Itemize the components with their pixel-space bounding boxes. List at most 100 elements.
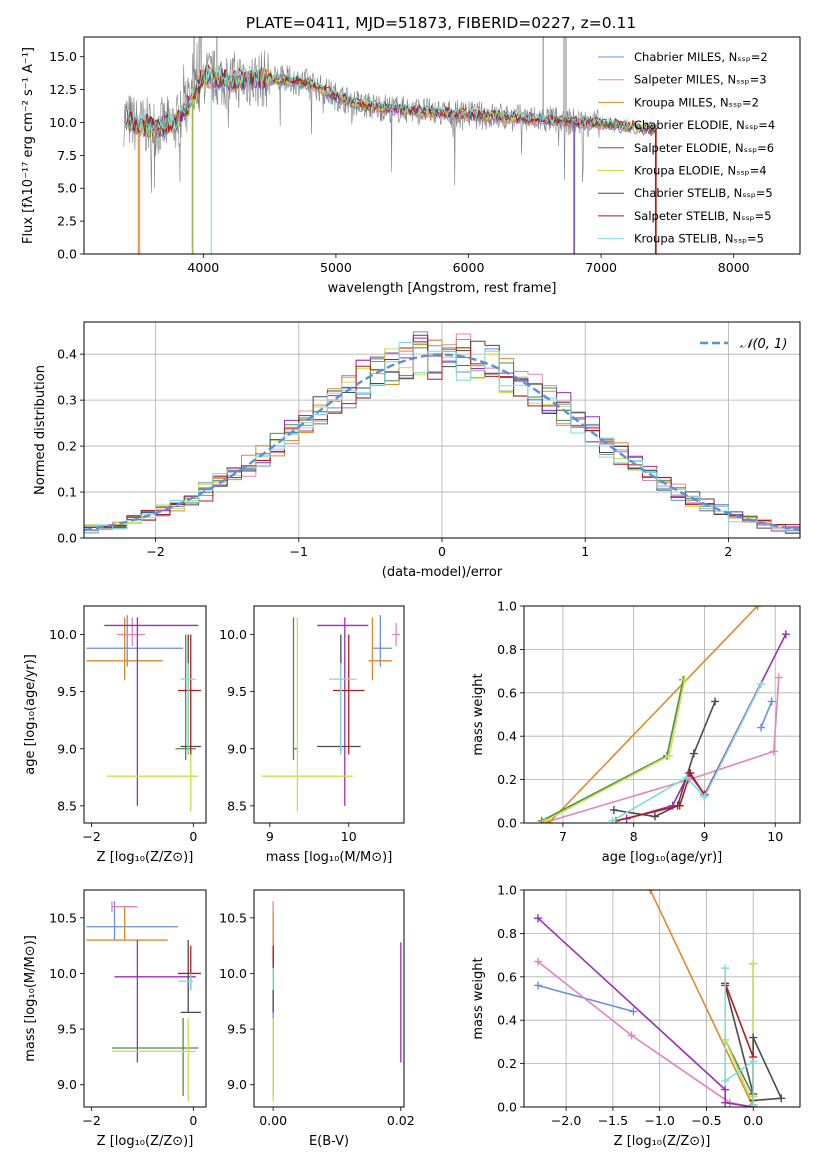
- weight-marker-kroupa_elodie: [680, 675, 689, 684]
- y-tick-label: 0.6: [497, 685, 517, 700]
- weight-line-kroupa_miles: [548, 606, 759, 823]
- weight-marker-kroupa_elodie: [665, 751, 674, 760]
- weight-line-kroupa_elodie: [724, 963, 754, 1106]
- x-tick-label: 2: [724, 544, 732, 559]
- plot-area-mass_vs_Z: [86, 901, 201, 1102]
- y-tick-label: 9.0: [227, 741, 247, 756]
- errorbar-point-chabrier_stelib: [317, 634, 361, 755]
- weight-marker-chabrier_stelib: [749, 1033, 758, 1042]
- weight-line-kroupa_miles: [649, 890, 754, 1107]
- y-tick-label: 0.0: [497, 1100, 517, 1115]
- y-tick-label: 2.5: [57, 214, 77, 229]
- errorbar-point-salpeter_elodie: [104, 617, 199, 806]
- plot-area-weight_vs_age: [537, 606, 790, 823]
- legend-label-chabrier_elodie: Chabrier ELODIE, Nₛₛₚ=4: [634, 118, 775, 132]
- x-tick-label: 10: [767, 829, 783, 844]
- x-tick-label: −2: [82, 1113, 100, 1128]
- weight-marker-kroupa_stelib: [700, 792, 709, 801]
- panel-mass_vs_Z: −2 0 9.0 9.5 10.0 10.5 Z [log₁₀(Z/Z⊙)] mass [lo…: [23, 889, 207, 1149]
- weight-marker-kroupa_miles: [753, 606, 762, 610]
- weight-marker-salpeter_stelib: [686, 769, 695, 778]
- legend-label-salpeter_miles: Salpeter MILES, Nₛₛₚ=3: [634, 73, 767, 87]
- y-tick-label: 10.0: [49, 627, 77, 642]
- x-tick-label: 9: [700, 829, 708, 844]
- axes-frame: [83, 605, 207, 824]
- y-tick-label: 0.2: [57, 439, 77, 454]
- y-tick-label: 0.2: [497, 772, 517, 787]
- weight-marker-kroupa_elodie: [541, 816, 550, 823]
- weight-marker-salpeter_miles: [774, 673, 783, 682]
- weight-marker-kroupa_stelib: [608, 816, 617, 823]
- plot-area-age_vs_mass: [261, 615, 401, 812]
- x-tick-label: 8: [630, 829, 638, 844]
- weight-marker-kroupa_miles: [646, 890, 655, 894]
- x-tick-label: 8000: [718, 260, 750, 275]
- errorbar-point-kroupa_stelib: [178, 973, 194, 991]
- x-axis-label: Z [log₁₀(Z/Z⊙)]: [614, 1134, 711, 1149]
- errorbar-point-chabrier_miles: [372, 615, 393, 667]
- y-tick-label: 0.0: [497, 816, 517, 831]
- x-tick-label: 0.02: [387, 1113, 415, 1128]
- y-tick-label: 9.0: [57, 741, 77, 756]
- y-tick-label: 10.0: [219, 627, 247, 642]
- figure-title: PLATE=0411, MJD=51873, FIBERID=0227, z=0…: [246, 14, 636, 32]
- panel-residuals: −2 −1 0 1 2 0.0 0.1 0.2 0.3 0.4 (data-model)/error…: [33, 321, 801, 580]
- legend-label-kroupa_elodie: Kroupa ELODIE, Nₛₛₚ=4: [634, 164, 767, 178]
- panel-weight_vs_Z: −2.0 −1.5 −1.0 −0.5 0.0 0.0 0.2 0.4 0.6 0.8 1.0 Z […: [471, 883, 801, 1149]
- y-tick-label: 9.5: [57, 1022, 77, 1037]
- weight-marker-chabrier_miles: [629, 1007, 638, 1016]
- y-tick-label: 0.4: [57, 347, 77, 362]
- y-tick-label: 0.3: [57, 393, 77, 408]
- errorbar-point-salpeter_elodie: [317, 617, 369, 806]
- errorbar-point-chabrier_stelib: [180, 940, 201, 1014]
- y-tick-label: 0.8: [497, 926, 517, 941]
- y-tick-label: 9.5: [57, 684, 77, 699]
- axes-frame: [83, 36, 801, 255]
- errorbar-point-chabrier_miles: [86, 901, 179, 941]
- weight-marker-salpeter_miles: [769, 747, 778, 756]
- plot-area-age_vs_Z: [86, 615, 201, 812]
- legend-label-kroupa_miles: Kroupa MILES, Nₛₛₚ=2: [634, 95, 759, 109]
- weight-marker-chabrier_stelib: [650, 812, 659, 821]
- y-axis-label: mass weight: [471, 673, 486, 755]
- errorbar-point-salpeter_stelib: [178, 634, 201, 755]
- y-tick-label: 10.0: [49, 966, 77, 981]
- errorbar-point-kroupa_miles: [86, 617, 163, 681]
- axes-frame: [253, 605, 405, 824]
- y-tick-label: 7.5: [57, 148, 77, 163]
- y-tick-label: 12.5: [49, 82, 77, 97]
- y-tick-label: 5.0: [57, 181, 77, 196]
- y-tick-label: 0.6: [497, 969, 517, 984]
- y-tick-label: 10.0: [49, 115, 77, 130]
- errorbar-point-kroupa_miles: [86, 906, 168, 941]
- plot-area-residuals: [84, 331, 800, 534]
- x-tick-label: 7: [559, 829, 567, 844]
- weight-line-chabrier_miles: [760, 701, 773, 728]
- plot-area-spectrum: [123, 37, 658, 254]
- errorbar-point-chabrier_elodie: [292, 617, 298, 761]
- residual-legend: 𝒩(0, 1): [700, 337, 787, 352]
- x-tick-label: −2.0: [551, 1113, 581, 1128]
- weight-marker-salpeter_elodie: [721, 1098, 730, 1107]
- x-tick-label: 9: [266, 829, 274, 844]
- y-tick-label: 8.5: [57, 798, 77, 813]
- panel-spectrum: 4000 5000 6000 7000 8000 0.0 2.5 5.0 7.5 10.0 12.5…: [21, 36, 801, 296]
- x-axis-label: Z [log₁₀(Z/Z⊙)]: [97, 1134, 194, 1149]
- residual-histogram-kroupa_stelib: [84, 342, 800, 533]
- y-tick-label: 0.8: [497, 642, 517, 657]
- weight-line-salpeter_stelib: [615, 771, 706, 822]
- y-tick-label: 8.5: [227, 798, 247, 813]
- legend-label-kroupa_stelib: Kroupa STELIB, Nₛₛₚ=5: [634, 232, 764, 246]
- y-tick-label: 0.4: [497, 729, 517, 744]
- x-tick-label: 7000: [585, 260, 617, 275]
- x-tick-label: 10: [341, 829, 357, 844]
- y-tick-label: 0.0: [57, 247, 77, 262]
- legend-label-normal: 𝒩(0, 1): [740, 337, 787, 352]
- x-tick-label: 5000: [320, 260, 352, 275]
- errorbar-point-chabrier_miles: [86, 615, 184, 667]
- model-spectrum-kroupa_stelib: [126, 64, 658, 133]
- errorbar-point-salpeter_miles: [392, 623, 401, 646]
- x-tick-label: 0: [189, 829, 197, 844]
- weight-marker-salpeter_miles: [534, 957, 543, 966]
